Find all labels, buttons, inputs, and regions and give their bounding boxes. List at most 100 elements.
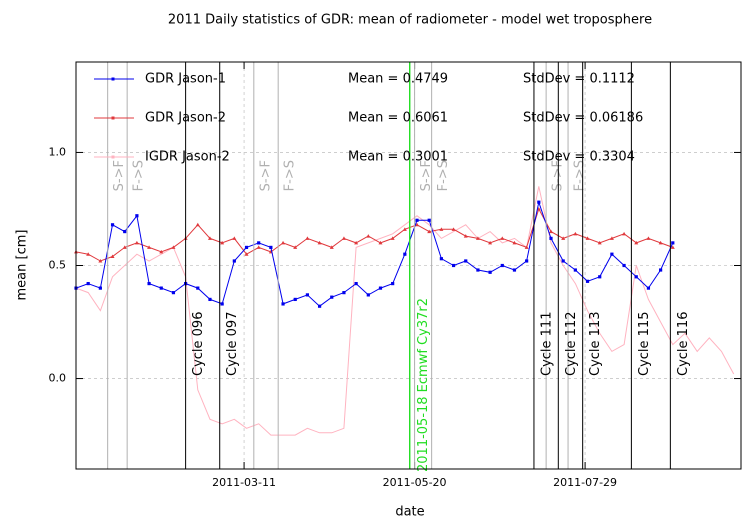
point xyxy=(220,302,224,306)
point xyxy=(220,240,225,245)
point xyxy=(609,236,614,240)
point xyxy=(305,236,310,240)
point xyxy=(415,218,419,222)
event-label: S->F xyxy=(419,160,434,191)
point xyxy=(402,227,407,231)
series-line xyxy=(76,207,673,262)
point xyxy=(281,302,285,306)
point xyxy=(123,229,127,234)
point xyxy=(439,227,444,231)
y-tick-label: 0.0 xyxy=(49,372,67,385)
event-label: F->S xyxy=(132,160,147,191)
point xyxy=(622,263,626,268)
point xyxy=(232,236,237,240)
legend-std: StdDev = 0.06186 xyxy=(523,111,643,126)
series-line xyxy=(76,186,735,436)
point xyxy=(634,275,638,279)
point xyxy=(330,295,334,299)
point xyxy=(256,245,261,249)
point xyxy=(354,281,358,286)
x-tick-label: 2011-05-20 xyxy=(383,476,447,489)
point xyxy=(475,236,480,240)
point xyxy=(147,281,151,286)
event-label: Cycle 116 xyxy=(676,312,691,376)
point xyxy=(439,257,443,261)
point xyxy=(512,268,517,272)
point xyxy=(403,252,407,256)
point xyxy=(512,240,517,245)
point xyxy=(670,245,675,249)
point xyxy=(122,245,127,249)
point xyxy=(549,236,553,240)
point xyxy=(634,240,639,245)
event-label: Cycle 115 xyxy=(637,312,652,376)
legend-mean: Mean = 0.4749 xyxy=(348,72,448,87)
point xyxy=(159,286,163,290)
point xyxy=(390,236,395,240)
point xyxy=(671,241,675,245)
legend-marker xyxy=(111,116,115,120)
event-label: Cycle 096 xyxy=(191,312,206,376)
point xyxy=(549,229,553,234)
legend-marker xyxy=(111,155,115,159)
point xyxy=(159,249,164,254)
plot-frame xyxy=(75,61,742,470)
point xyxy=(341,236,346,240)
point xyxy=(257,241,261,245)
point xyxy=(98,286,102,290)
point xyxy=(366,234,371,238)
point xyxy=(476,268,480,272)
legend-label: IGDR Jason-2 xyxy=(145,150,230,165)
point xyxy=(366,293,370,297)
legend-std: StdDev = 0.3304 xyxy=(523,150,635,165)
point xyxy=(317,304,322,308)
event-label: Cycle 112 xyxy=(564,312,579,376)
point xyxy=(135,214,139,218)
point xyxy=(658,240,663,245)
x-tick-label: 2011-07-29 xyxy=(553,476,617,489)
legend-label: GDR Jason-2 xyxy=(145,111,226,126)
y-axis-label: mean [cm] xyxy=(15,230,30,301)
point xyxy=(86,281,90,286)
event-label: Cycle 111 xyxy=(539,312,554,376)
x-axis-label: date xyxy=(395,505,424,520)
point xyxy=(110,223,115,227)
point xyxy=(171,291,176,295)
point xyxy=(561,236,566,240)
point xyxy=(561,259,565,263)
point xyxy=(525,259,529,263)
point xyxy=(378,286,383,290)
point xyxy=(208,297,212,302)
legend-mean: Mean = 0.6061 xyxy=(348,111,448,126)
point xyxy=(232,259,236,263)
legend-marker xyxy=(111,77,115,81)
point xyxy=(524,245,529,249)
point xyxy=(354,240,359,245)
legend-mean: Mean = 0.3001 xyxy=(348,150,448,165)
point xyxy=(110,254,115,258)
point xyxy=(391,281,395,286)
point xyxy=(427,229,432,234)
event-label: Cycle 097 xyxy=(225,312,240,376)
point xyxy=(463,234,468,238)
point xyxy=(329,245,334,249)
point xyxy=(598,275,602,279)
point xyxy=(293,245,298,249)
point xyxy=(98,258,103,263)
point xyxy=(500,263,504,268)
point xyxy=(317,240,322,245)
point xyxy=(86,252,91,256)
y-tick-label: 0.5 xyxy=(49,259,67,272)
point xyxy=(585,236,590,240)
point xyxy=(281,240,286,245)
event-label: F->S xyxy=(573,160,588,191)
event-label: F->S xyxy=(283,160,298,191)
point xyxy=(147,245,152,249)
point xyxy=(488,270,492,274)
point xyxy=(269,245,273,250)
point xyxy=(451,227,456,231)
point xyxy=(342,291,346,295)
event-label: 2011-05-18 Ecmwf Cy37r2 xyxy=(416,298,431,472)
x-tick-label: 2011-03-11 xyxy=(212,476,276,489)
point xyxy=(415,222,420,227)
